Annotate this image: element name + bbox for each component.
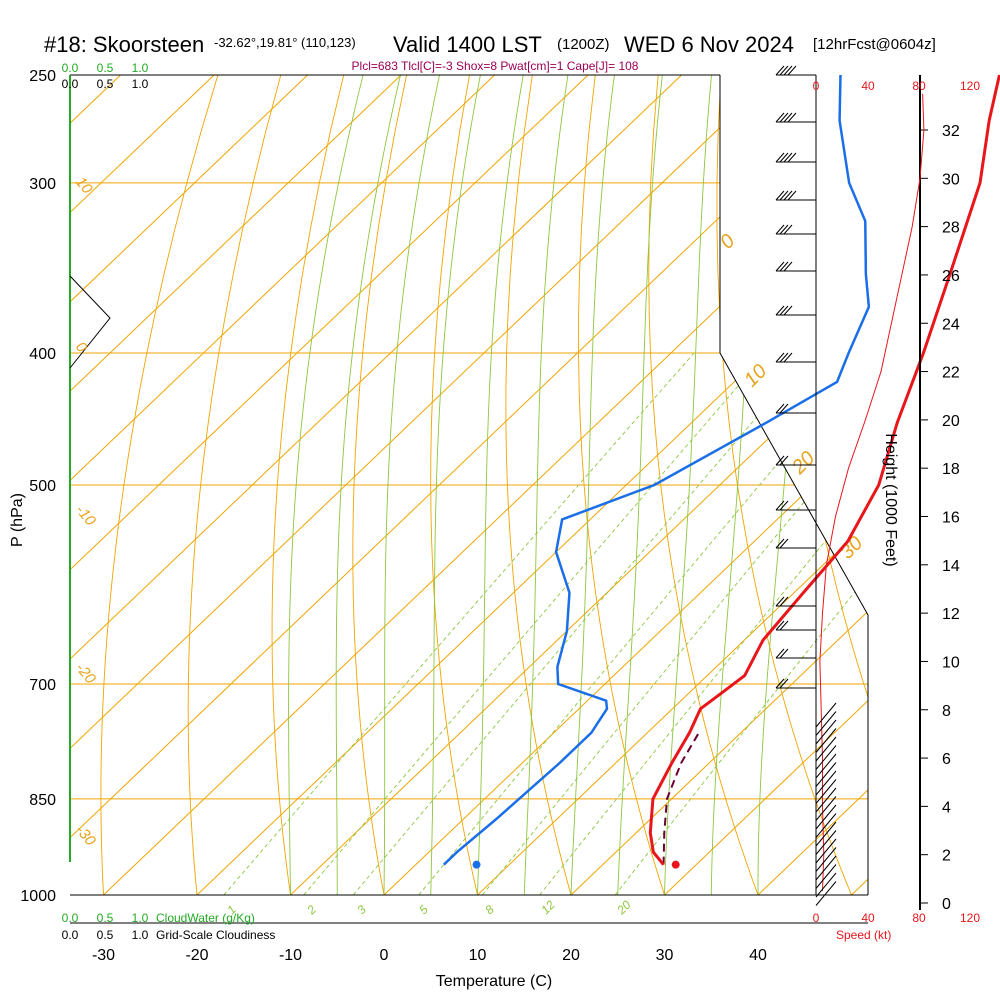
height-tick-label: 30 bbox=[942, 171, 960, 188]
cloudiness-tick-bottom: 0.5 bbox=[97, 928, 114, 942]
height-tick-label: 4 bbox=[942, 799, 951, 816]
height-tick-label: 10 bbox=[942, 654, 960, 671]
wind-barb bbox=[776, 649, 816, 658]
mixing-ratio-label: 8 bbox=[482, 902, 497, 917]
height-tick-label: 12 bbox=[942, 606, 960, 623]
pressure-tick-label: 700 bbox=[29, 677, 56, 694]
forecast-info: [12hrFcst@0604z] bbox=[813, 36, 936, 53]
height-tick-label: 24 bbox=[942, 316, 960, 333]
temperature-tick-label: 30 bbox=[656, 947, 674, 964]
cloud-water-tick-top: 1.0 bbox=[132, 61, 149, 75]
cloud-water-tick-top: 0.5 bbox=[97, 61, 114, 75]
wind-barb-flag bbox=[780, 539, 788, 548]
pressure-tick-label: 250 bbox=[29, 68, 56, 85]
surface-dewpoint-dot bbox=[473, 861, 481, 869]
speed-tick-bottom: 0 bbox=[813, 911, 820, 925]
speed-label: Speed (kt) bbox=[836, 928, 891, 942]
wind-barb-flag bbox=[776, 66, 784, 75]
valid-time: Valid 1400 LST bbox=[393, 32, 542, 57]
wind-barb-flag bbox=[780, 66, 788, 75]
station-coords: -32.62°,19.81° (110,123) bbox=[214, 35, 356, 50]
cloudiness-tick-bottom: 0.0 bbox=[62, 928, 79, 942]
cloud-water-tick-bottom: 1.0 bbox=[132, 911, 149, 925]
height-tick-label: 2 bbox=[942, 848, 951, 865]
valid-date: WED 6 Nov 2024 bbox=[624, 32, 794, 57]
wind-barb-flag bbox=[780, 501, 788, 510]
height-tick-label: 18 bbox=[942, 461, 960, 478]
temperature-tick-label: 10 bbox=[469, 947, 487, 964]
pressure-tick-label: 400 bbox=[29, 346, 56, 363]
speed-tick-top: 80 bbox=[912, 79, 926, 93]
isotherm-label: -30 bbox=[72, 822, 99, 850]
stability-indices: Plcl=683 Tlcl[C]=-3 Shox=8 Pwat[cm]=1 Ca… bbox=[352, 59, 639, 73]
cloudiness-tick-top: 1.0 bbox=[132, 77, 149, 91]
temperature-tick-label: 20 bbox=[562, 947, 580, 964]
temperature-tick-label: 0 bbox=[380, 947, 389, 964]
speed-tick-bottom: 40 bbox=[861, 911, 875, 925]
isotherm-label: -20 bbox=[72, 660, 99, 688]
isotherm-label: -10 bbox=[72, 502, 99, 530]
height-tick-label: 28 bbox=[942, 220, 960, 237]
mixing-ratio-label: 5 bbox=[416, 902, 431, 917]
height-tick-label: 16 bbox=[942, 510, 960, 527]
cloud-water-tick-top: 0.0 bbox=[62, 61, 79, 75]
speed-tick-bottom: 80 bbox=[912, 911, 926, 925]
mixing-ratio-label: 12 bbox=[538, 898, 558, 918]
x-axis-label: Temperature (C) bbox=[436, 973, 552, 990]
speed-tick-top: 120 bbox=[960, 79, 980, 93]
station-title: #18: Skoorsteen bbox=[44, 32, 204, 57]
height-tick-label: 32 bbox=[942, 123, 960, 140]
pressure-tick-label: 850 bbox=[29, 792, 56, 809]
zulu-time: (1200Z) bbox=[557, 36, 610, 53]
pressure-tick-label: 1000 bbox=[20, 888, 56, 905]
height-tick-label: 0 bbox=[942, 896, 951, 913]
cloudiness-tick-top: 0.0 bbox=[62, 77, 79, 91]
temperature-tick-label: 40 bbox=[749, 947, 767, 964]
cloud-water-tick-bottom: 0.0 bbox=[62, 911, 79, 925]
cloud-water-tick-bottom: 0.5 bbox=[97, 911, 114, 925]
speed-tick-bottom: 120 bbox=[960, 911, 980, 925]
wind-barb bbox=[776, 621, 816, 630]
temperature-tick-label: -20 bbox=[185, 947, 208, 964]
y-axis-label: P (hPa) bbox=[9, 493, 26, 547]
height-tick-label: 14 bbox=[942, 558, 960, 575]
speed-tick-top: 0 bbox=[813, 79, 820, 93]
pressure-tick-label: 300 bbox=[29, 176, 56, 193]
surface-temperature-dot bbox=[672, 861, 680, 869]
pressure-tick-label: 500 bbox=[29, 478, 56, 495]
mixing-ratio-line bbox=[304, 353, 767, 895]
height-tick-label: 8 bbox=[942, 703, 951, 720]
height-tick-label: 6 bbox=[942, 751, 951, 768]
cloud-water-label: CloudWater (g/Kg) bbox=[156, 911, 255, 925]
temperature-tick-label: -30 bbox=[92, 947, 115, 964]
wind-barb bbox=[776, 539, 816, 548]
wind-barb-flag bbox=[780, 597, 788, 606]
wind-barb-flag bbox=[784, 66, 792, 75]
wind-barb-flag bbox=[776, 649, 784, 658]
height-tick-label: 20 bbox=[942, 413, 960, 430]
isotherm-label: 10 bbox=[72, 174, 96, 198]
speed-tick-top: 40 bbox=[861, 79, 875, 93]
height-axis-label: Height (1000 Feet) bbox=[882, 433, 899, 566]
height-tick-label: 22 bbox=[942, 365, 960, 382]
wind-barb-flag bbox=[788, 66, 796, 75]
wind-barb-flag bbox=[780, 621, 788, 630]
mixing-ratio-label: 2 bbox=[304, 902, 320, 918]
height-tick-label: 26 bbox=[942, 268, 960, 285]
cloudiness-tick-bottom: 1.0 bbox=[132, 928, 149, 942]
mixing-ratio-line bbox=[353, 353, 811, 895]
wind-barb-flag bbox=[776, 501, 784, 510]
cloudiness-label: Grid-Scale Cloudiness bbox=[156, 928, 275, 942]
mixing-ratio-label: 20 bbox=[614, 898, 634, 918]
temperature-tick-label: -10 bbox=[279, 947, 302, 964]
wind-barb bbox=[776, 66, 816, 75]
wind-barb-flag bbox=[780, 649, 788, 658]
wind-barb-flag bbox=[776, 539, 784, 548]
mixing-ratio-label: 3 bbox=[354, 902, 369, 917]
cloudiness-tick-top: 0.5 bbox=[97, 77, 114, 91]
wind-barb-flag bbox=[776, 597, 784, 606]
